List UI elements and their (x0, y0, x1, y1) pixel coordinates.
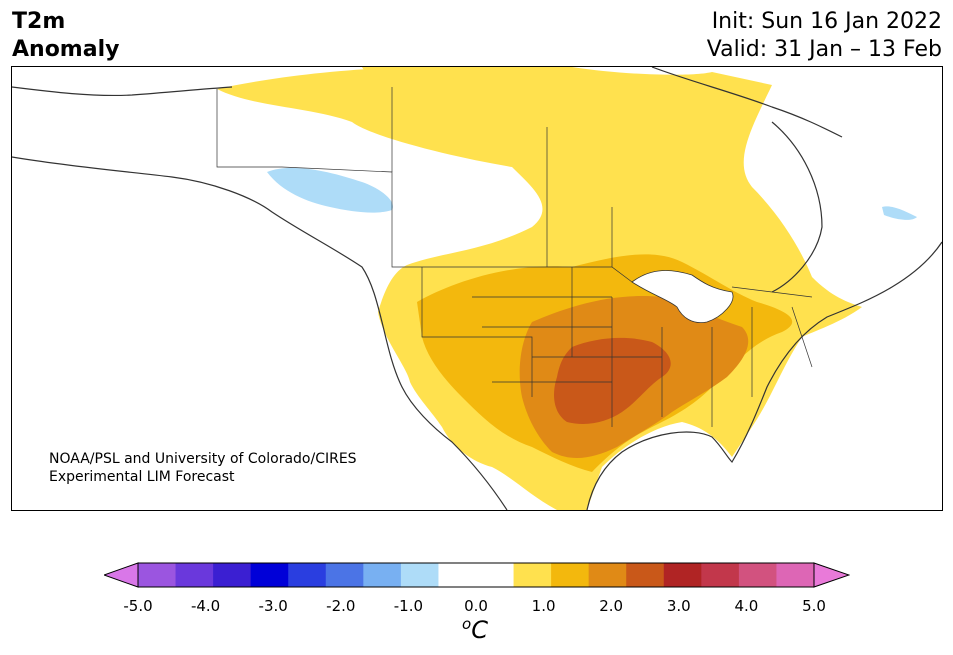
forecast-dates: Init: Sun 16 Jan 2022 Valid: 31 Jan – 13… (707, 8, 942, 64)
colorbar-outline (137, 562, 815, 588)
colorbar-tick-label: 3.0 (666, 597, 691, 615)
colorbar-tick-label: -4.0 (190, 597, 221, 615)
colorbar-cell (400, 563, 439, 587)
init-date: Init: Sun 16 Jan 2022 (711, 9, 942, 34)
colorbar-cell (288, 563, 327, 587)
colorbar-cell (438, 563, 477, 587)
colorbar-cell (476, 563, 515, 587)
cool-anomaly-labrador (882, 206, 917, 220)
colorbar-tick-label: 2.0 (599, 597, 624, 615)
colorbar-tick-label: 0.0 (464, 597, 488, 615)
colorbar-over-arrow (813, 562, 850, 588)
unit-letter: C (471, 616, 488, 644)
colorbar-cell (213, 563, 252, 587)
colorbar-tick-label: -5.0 (123, 597, 153, 615)
political-borders (216, 87, 813, 427)
colorbar-cell (738, 563, 777, 587)
anomaly-map (11, 66, 943, 511)
colorbar-tick-label: 5.0 (802, 597, 826, 615)
credit-line-2: Experimental LIM Forecast (49, 469, 235, 485)
colorbar-unit: oC (462, 615, 488, 644)
map-canvas (12, 67, 942, 510)
colorbar-cell (663, 563, 702, 587)
anomaly-contour-3.0 (554, 337, 671, 424)
colorbar-cell (701, 563, 740, 587)
colorbar-cells (138, 563, 815, 587)
colorbar-tick-label: 1.0 (531, 597, 556, 615)
colorbar-cell (363, 563, 402, 587)
great-lakes (631, 270, 734, 324)
colorbar-tick-label: -1.0 (393, 597, 424, 615)
anomaly-contour-0.5-north (362, 67, 482, 87)
colorbar-cell (551, 563, 590, 587)
colorbar-under-arrow (104, 562, 139, 588)
colorbar-cell (513, 563, 552, 587)
colorbar-cell (250, 563, 289, 587)
colorbar-cell (588, 563, 627, 587)
colorbar-cell (138, 563, 177, 587)
colorbar-cell (776, 563, 815, 587)
colorbar (104, 562, 850, 588)
colorbar-tick-label: -2.0 (326, 597, 356, 615)
colorbar-cell (175, 563, 214, 587)
colorbar-tick-label: 4.0 (734, 597, 759, 615)
map-title: T2m Anomaly (12, 8, 119, 64)
coastlines (12, 67, 942, 510)
valid-period: Valid: 31 Jan – 13 Feb (706, 37, 942, 62)
title-anomaly: Anomaly (12, 37, 120, 62)
colorbar-tick-label: -3.0 (258, 597, 288, 615)
colorbar-cell (325, 563, 364, 587)
unit-degree: o (462, 615, 472, 633)
credit-text: NOAA/PSL and University of Colorado/CIRE… (49, 450, 357, 486)
credit-line-1: NOAA/PSL and University of Colorado/CIRE… (49, 451, 357, 467)
cool-anomaly-northwest (267, 167, 393, 213)
title-variable: T2m (12, 9, 66, 34)
colorbar-cell (626, 563, 665, 587)
